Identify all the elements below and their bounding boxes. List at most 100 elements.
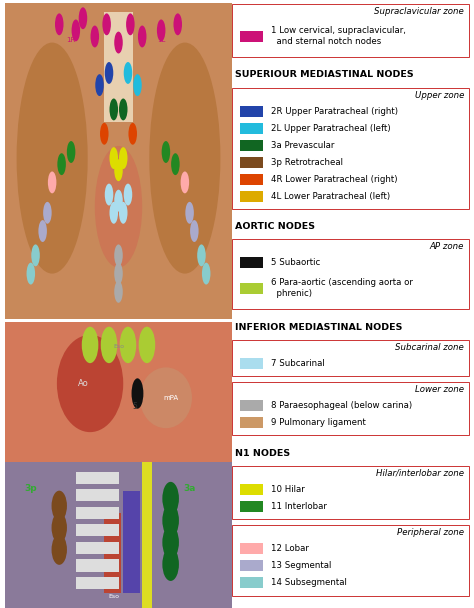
Text: Supraclavicular zone: Supraclavicular zone <box>374 7 464 16</box>
Bar <box>76 507 118 519</box>
Circle shape <box>202 263 210 285</box>
Circle shape <box>102 13 111 35</box>
Circle shape <box>114 159 123 181</box>
Text: mPA: mPA <box>163 395 178 401</box>
Text: Eso: Eso <box>108 594 119 599</box>
Ellipse shape <box>119 326 137 363</box>
Text: AP zone: AP zone <box>430 242 464 251</box>
Text: Subcarinal zone: Subcarinal zone <box>395 343 464 351</box>
Circle shape <box>105 184 113 206</box>
Text: Eso: Eso <box>113 344 124 349</box>
Circle shape <box>67 141 75 163</box>
Bar <box>76 472 118 484</box>
Text: 11 Interlobar: 11 Interlobar <box>272 502 327 511</box>
Ellipse shape <box>95 146 142 268</box>
Circle shape <box>38 220 47 242</box>
Ellipse shape <box>52 513 67 543</box>
Text: 9 Pulmonary ligament: 9 Pulmonary ligament <box>272 418 366 427</box>
Bar <box>76 577 118 589</box>
Ellipse shape <box>162 482 179 516</box>
Text: 1L: 1L <box>157 36 165 43</box>
Ellipse shape <box>162 525 179 559</box>
Circle shape <box>55 13 64 35</box>
Circle shape <box>138 26 146 47</box>
Text: INFERIOR MEDIASTINAL NODES: INFERIOR MEDIASTINAL NODES <box>235 322 402 331</box>
Circle shape <box>114 190 123 212</box>
Circle shape <box>109 202 118 224</box>
Circle shape <box>48 171 56 193</box>
Text: 5 Subaortic: 5 Subaortic <box>272 258 320 267</box>
Circle shape <box>114 281 123 303</box>
Circle shape <box>119 98 128 120</box>
Ellipse shape <box>140 367 192 428</box>
Circle shape <box>114 32 123 54</box>
Text: Lower zone: Lower zone <box>415 385 464 394</box>
Bar <box>5 322 232 462</box>
Text: N1 NODES: N1 NODES <box>235 449 290 458</box>
Text: 1R: 1R <box>66 36 76 43</box>
Ellipse shape <box>17 43 88 274</box>
Ellipse shape <box>162 547 179 581</box>
Circle shape <box>124 62 132 84</box>
Text: 12 Lobar: 12 Lobar <box>272 544 309 553</box>
Bar <box>76 524 118 536</box>
Text: 13 Segmental: 13 Segmental <box>272 561 332 570</box>
Bar <box>76 542 118 554</box>
Bar <box>240 578 263 589</box>
Text: Upper zone: Upper zone <box>415 91 464 100</box>
Circle shape <box>100 123 109 145</box>
Text: 5: 5 <box>133 402 137 411</box>
Bar <box>142 462 152 608</box>
Text: Ao: Ao <box>78 379 88 388</box>
Text: SUPERIOUR MEDIASTINAL NODES: SUPERIOUR MEDIASTINAL NODES <box>235 71 413 80</box>
Circle shape <box>114 263 123 285</box>
Circle shape <box>79 7 87 29</box>
Bar <box>123 491 140 593</box>
Bar <box>240 140 263 151</box>
Circle shape <box>95 74 104 96</box>
Text: 8 Paraesophageal (below carina): 8 Paraesophageal (below carina) <box>272 401 412 410</box>
Circle shape <box>119 147 128 169</box>
Circle shape <box>181 171 189 193</box>
Ellipse shape <box>149 43 220 274</box>
Text: AORTIC NODES: AORTIC NODES <box>235 222 315 231</box>
Circle shape <box>157 19 165 41</box>
Ellipse shape <box>100 326 118 363</box>
Circle shape <box>190 220 199 242</box>
Circle shape <box>105 62 113 84</box>
Circle shape <box>133 74 142 96</box>
Text: 10 Hilar: 10 Hilar <box>272 485 305 494</box>
Ellipse shape <box>138 326 155 363</box>
Text: Peripheral zone: Peripheral zone <box>397 528 464 537</box>
Circle shape <box>173 13 182 35</box>
Circle shape <box>114 244 123 266</box>
Bar <box>5 462 232 608</box>
Text: Hilar/interlobar zone: Hilar/interlobar zone <box>376 469 464 478</box>
Text: 4L Lower Paratracheal (left): 4L Lower Paratracheal (left) <box>272 192 391 201</box>
Circle shape <box>109 147 118 169</box>
Text: 3p Retrotracheal: 3p Retrotracheal <box>272 157 343 167</box>
Text: 3a Prevascular: 3a Prevascular <box>272 140 335 150</box>
Ellipse shape <box>52 491 67 521</box>
Circle shape <box>162 141 170 163</box>
Bar <box>240 484 263 495</box>
Circle shape <box>109 98 118 120</box>
Bar <box>240 30 263 41</box>
Circle shape <box>91 26 99 47</box>
Circle shape <box>126 13 135 35</box>
Bar <box>240 191 263 202</box>
Bar <box>240 561 263 572</box>
Bar <box>76 559 118 572</box>
Bar <box>240 257 263 268</box>
Circle shape <box>197 244 206 266</box>
Circle shape <box>128 123 137 145</box>
Text: 6 Para-aortic (ascending aorta or
  phrenic): 6 Para-aortic (ascending aorta or phreni… <box>272 278 413 298</box>
Bar <box>240 123 263 134</box>
Circle shape <box>31 244 40 266</box>
Circle shape <box>185 202 194 224</box>
Circle shape <box>131 378 143 409</box>
Text: 3p: 3p <box>25 484 37 493</box>
Bar <box>240 174 263 185</box>
Text: 14 Subsegmental: 14 Subsegmental <box>272 578 347 587</box>
Bar <box>104 513 121 593</box>
